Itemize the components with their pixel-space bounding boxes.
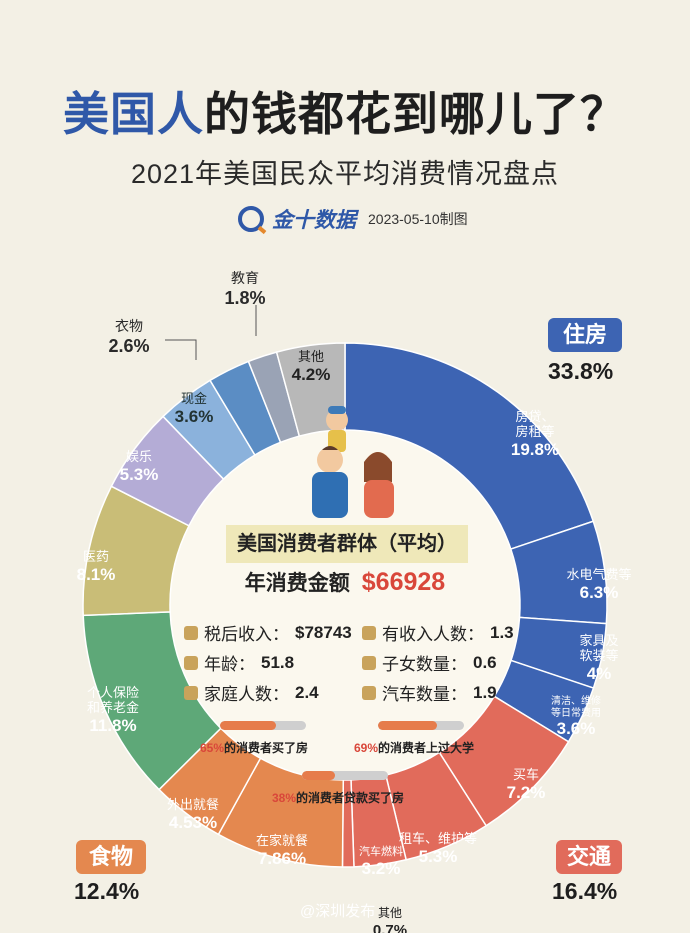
mortgage-text: 38%的消费者贷款买了房	[272, 791, 405, 805]
label-education: 教育 1.8%	[224, 270, 266, 308]
homeowner-bar-fill	[220, 721, 276, 730]
coins-icon	[184, 625, 198, 640]
category-transport-pct: 16.4%	[552, 878, 618, 904]
category-housing-pct: 33.8%	[548, 358, 614, 384]
watermark-text: @深圳发布	[300, 903, 376, 920]
seg-label-car-buy: 买车 7.2%	[506, 767, 546, 802]
seg-label-insurance: 个人保险 和养老金 11.8%	[86, 685, 139, 735]
page-title: 美国人的钱都花到哪儿了？	[63, 88, 627, 140]
leader-line	[165, 339, 197, 360]
tie-icon	[362, 625, 376, 640]
seg-label-mortgage: 房贷、 房租等 19.8%	[510, 409, 560, 459]
brand-name: 金十数据	[272, 209, 356, 232]
annual-spend-value: $66928	[361, 568, 446, 596]
family-illustration	[292, 398, 402, 518]
donut-slice	[275, 342, 346, 437]
seg-label-fuel: 汽车燃料 3.2%	[359, 846, 403, 878]
person-icon	[184, 655, 198, 670]
seg-label-other: 其他 4.2%	[291, 349, 331, 384]
house-icon	[184, 685, 198, 700]
stat-children: 子女数量： 0.6	[362, 650, 497, 675]
homeowner-text: 65%的消费者买了房	[200, 741, 309, 755]
seg-label-medical: 医药 8.1%	[76, 549, 116, 584]
stat-cars: 汽车数量： 1.9	[362, 680, 497, 705]
seg-label-home-dining: 在家就餐 7.86%	[255, 833, 308, 868]
child-icon	[362, 655, 376, 670]
seg-label-rental: 租车、维护等 5.3%	[398, 831, 477, 866]
category-food-badge: 食物	[76, 840, 146, 874]
group-title: 美国消费者群体（平均）	[226, 525, 468, 563]
donut-slice	[344, 342, 595, 551]
label-clothing: 衣物 2.6%	[108, 318, 150, 356]
mortgage-bar	[302, 771, 388, 780]
seg-label-entertainment: 娱乐 5.3%	[119, 449, 159, 484]
seg-label-furnishing: 家具及 软装等 4%	[579, 633, 619, 683]
seg-label-dining-out: 外出就餐 4.53%	[166, 797, 219, 832]
college-text: 69%的消费者上过大学	[354, 741, 475, 755]
stat-age: 年龄： 51.8	[184, 650, 294, 675]
seg-label-cleaning: 清洁、维修 等日常费用 3.6%	[551, 696, 601, 738]
page-subtitle: 2021年美国民众平均消费情况盘点	[130, 159, 560, 189]
seg-label-utilities: 水电气费等 6.3%	[566, 567, 632, 602]
brand-logo-icon	[238, 206, 264, 232]
car-icon	[362, 685, 376, 700]
category-food-pct: 12.4%	[74, 878, 140, 904]
category-housing-badge: 住房	[548, 318, 622, 352]
homeowner-bar	[220, 721, 306, 730]
annual-spend: 年消费金额 $66928	[244, 568, 446, 596]
stat-earners: 有收入人数： 1.3	[362, 620, 514, 645]
brand: 金十数据 2023-05-10制图	[238, 204, 468, 234]
college-bar	[378, 721, 464, 730]
chart-date: 2023-05-10制图	[368, 211, 468, 227]
category-transport-badge: 交通	[556, 840, 622, 874]
stat-household: 家庭人数： 2.4	[184, 680, 319, 705]
stat-income: 税后收入： $78743	[184, 620, 352, 645]
donut-center	[170, 430, 520, 780]
seg-label-transport-other: 其他 0.7%	[372, 906, 408, 933]
college-bar-fill	[378, 721, 438, 730]
seg-label-cash: 现金 3.6%	[174, 391, 214, 426]
mortgage-bar-fill	[302, 771, 335, 780]
